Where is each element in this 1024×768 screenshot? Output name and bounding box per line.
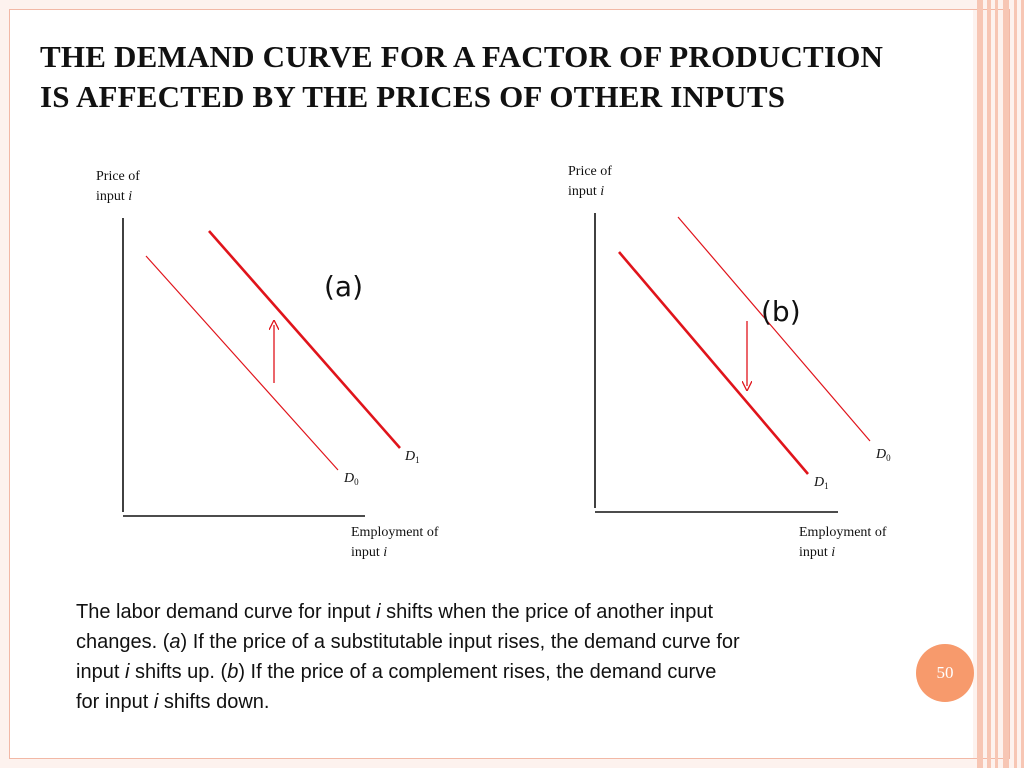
panel-b-label: (b) xyxy=(761,295,801,328)
caption-line-3: input i shifts up. (b) If the price of a… xyxy=(76,661,717,683)
slide-border xyxy=(9,9,1010,759)
panel-a-label: (a) xyxy=(324,270,363,303)
caption-line-2: changes. (a) If the price of a substitut… xyxy=(76,631,740,653)
panel-a-d0-label: D0 xyxy=(343,471,359,487)
panel-a-curve-d0 xyxy=(145,255,339,471)
panel-b: Price of input i D0 D1 (b) Employment of… xyxy=(568,164,891,560)
panel-a-d1-label: D1 xyxy=(404,449,420,465)
panel-b-curve-d0 xyxy=(677,216,871,442)
panel-a-x-axis-label-line2: input i xyxy=(351,545,387,560)
panel-a: Price of input i D0 D1 (a) Employment of… xyxy=(96,169,439,560)
panel-a-x-axis-label-line1: Employment of xyxy=(351,525,439,540)
slide-title: THE DEMAND CURVE FOR A FACTOR OF PRODUCT… xyxy=(40,37,970,117)
page-number-badge: 50 xyxy=(916,644,974,702)
panel-b-x-axis-label-line1: Employment of xyxy=(799,525,887,540)
panel-b-y-axis-label-line1: Price of xyxy=(568,164,612,179)
panel-a-curve-d1 xyxy=(208,230,401,449)
caption-line-1: The labor demand curve for input i shift… xyxy=(76,601,714,623)
figure-caption: The labor demand curve for input i shift… xyxy=(76,597,936,717)
panel-a-y-axis-label-line2: input i xyxy=(96,189,132,204)
panel-b-x-axis-label-line2: input i xyxy=(799,545,835,560)
title-line-2: IS AFFECTED BY THE PRICES OF OTHER INPUT… xyxy=(40,79,786,114)
caption-line-4: for input i shifts down. xyxy=(76,691,270,713)
decorative-stripes xyxy=(973,0,1024,768)
panel-a-y-axis-label-line1: Price of xyxy=(96,169,140,184)
title-line-1: THE DEMAND CURVE FOR A FACTOR OF PRODUCT… xyxy=(40,39,884,74)
panel-b-d1-label: D1 xyxy=(813,475,829,491)
slide-content-area xyxy=(10,10,973,758)
panel-b-curve-d1 xyxy=(618,251,809,475)
panel-b-d0-label: D0 xyxy=(875,447,891,463)
page-number: 50 xyxy=(936,663,954,682)
panel-b-y-axis-label-line2: input i xyxy=(568,184,604,199)
